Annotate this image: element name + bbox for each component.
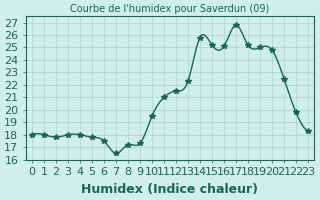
X-axis label: Humidex (Indice chaleur): Humidex (Indice chaleur) [82, 183, 259, 196]
Title: Courbe de l'humidex pour Saverdun (09): Courbe de l'humidex pour Saverdun (09) [70, 4, 270, 14]
